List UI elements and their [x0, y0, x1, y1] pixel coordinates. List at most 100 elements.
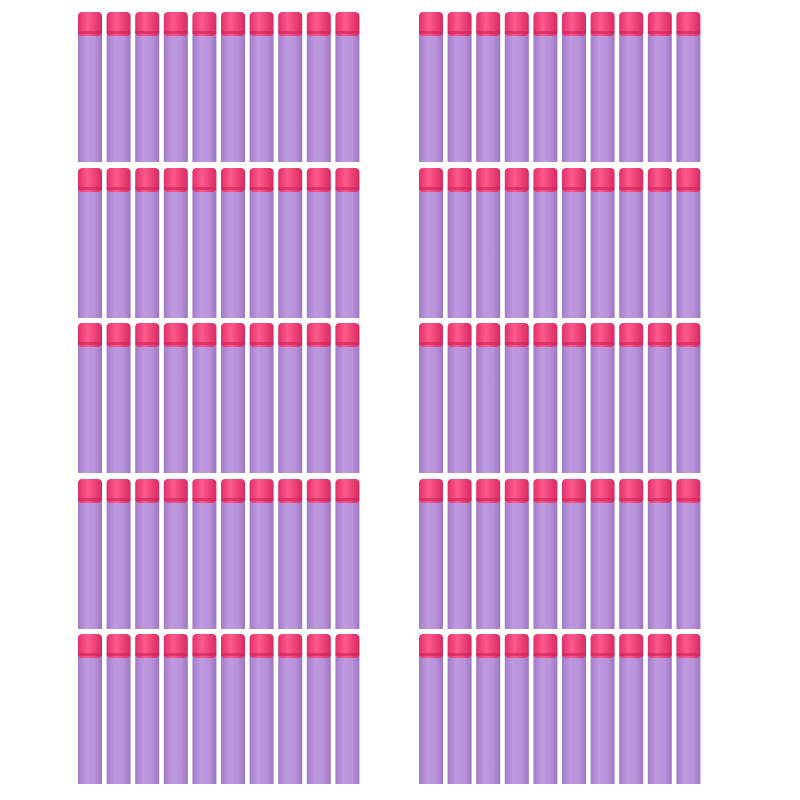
dart: [447, 634, 472, 784]
dart-tip-base: [306, 653, 331, 656]
dart-tip: [533, 479, 558, 503]
dart-tip-base: [192, 31, 217, 34]
dart-tip: [278, 168, 303, 192]
dart: [163, 168, 188, 318]
dart: [106, 12, 131, 162]
dart-body: [504, 654, 529, 784]
dart-tip: [335, 12, 360, 36]
dart-body: [249, 188, 274, 318]
dart: [221, 634, 245, 784]
dart: [619, 479, 644, 629]
dart-body: [192, 32, 217, 162]
dart-tip-base: [504, 653, 529, 656]
dart-body: [447, 343, 472, 473]
dart-tip-base: [676, 653, 701, 656]
dart: [106, 479, 131, 629]
dart-tip: [533, 634, 558, 658]
dart: [135, 323, 160, 473]
dart-body: [106, 654, 131, 784]
dart-tip-base: [647, 31, 672, 34]
dart: [249, 323, 274, 473]
dart-tip: [106, 479, 131, 503]
dart-tip: [562, 479, 586, 503]
dart-body: [619, 32, 644, 162]
dart-body: [419, 654, 443, 784]
dart: [619, 12, 644, 162]
dart-tip: [562, 634, 586, 658]
dart-tip: [135, 634, 160, 658]
dart-body: [476, 188, 501, 318]
dart-tip-base: [163, 653, 188, 656]
dart-body: [504, 343, 529, 473]
dart-body: [192, 188, 217, 318]
dart-body: [306, 343, 331, 473]
dart-body: [533, 654, 558, 784]
dart: [533, 168, 558, 318]
dart: [106, 323, 131, 473]
dart-body: [163, 343, 188, 473]
dart: [249, 12, 274, 162]
dart-tip: [619, 323, 644, 347]
dart-body: [504, 188, 529, 318]
dart-tip: [192, 634, 217, 658]
dart-tip: [476, 323, 501, 347]
dart-tip-base: [419, 31, 443, 34]
dart-body: [135, 654, 160, 784]
dart-tip: [504, 323, 529, 347]
dart-tip-base: [562, 498, 586, 501]
dart: [306, 168, 331, 318]
dart: [306, 634, 331, 784]
dart-tip: [419, 323, 443, 347]
dart-tip: [476, 12, 501, 36]
dart: [192, 12, 217, 162]
dart: [335, 168, 360, 318]
dart-tip-base: [562, 342, 586, 345]
dart-tip: [163, 479, 188, 503]
dart-tip: [192, 323, 217, 347]
dart-tip: [306, 479, 331, 503]
dart-body: [647, 343, 672, 473]
dart: [447, 479, 472, 629]
dart: [335, 634, 360, 784]
dart-tip-base: [335, 187, 360, 190]
dart: [249, 479, 274, 629]
dart: [78, 12, 102, 162]
dart-tip: [647, 323, 672, 347]
dart-tip: [619, 168, 644, 192]
dart-tip: [106, 323, 131, 347]
dart: [335, 479, 360, 629]
dart: [562, 634, 586, 784]
dart-tip: [221, 168, 245, 192]
dart: [278, 479, 303, 629]
dart: [135, 12, 160, 162]
dart: [221, 479, 245, 629]
dart-tip-base: [278, 498, 303, 501]
dart-tip-base: [135, 653, 160, 656]
dart-body: [476, 343, 501, 473]
dart-tip: [590, 12, 615, 36]
dart-body: [590, 343, 615, 473]
dart-body: [278, 32, 303, 162]
dart-tip-base: [135, 342, 160, 345]
dart: [447, 12, 472, 162]
dart-body: [676, 499, 701, 629]
dart-tip-base: [306, 498, 331, 501]
dart: [106, 168, 131, 318]
dart-tip: [647, 479, 672, 503]
dart: [533, 323, 558, 473]
dart: [562, 323, 586, 473]
dart-tip: [533, 168, 558, 192]
dart-tip: [619, 634, 644, 658]
dart-tip-base: [447, 498, 472, 501]
dart: [562, 12, 586, 162]
dart-tip-base: [106, 498, 131, 501]
dart: [647, 479, 672, 629]
dart-tip-base: [504, 342, 529, 345]
dart-tip-base: [335, 498, 360, 501]
dart-tip-base: [306, 31, 331, 34]
dart-tip: [249, 12, 274, 36]
dart-body: [192, 499, 217, 629]
dart-tip-base: [419, 498, 443, 501]
dart-body: [163, 32, 188, 162]
dart-tip-base: [78, 653, 102, 656]
